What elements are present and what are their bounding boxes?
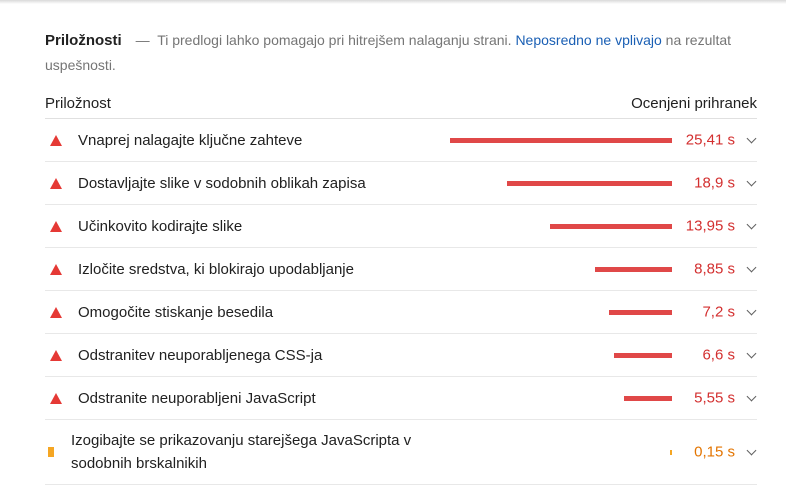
chevron-down-icon[interactable] (746, 262, 757, 273)
section-title: Priložnosti (45, 32, 122, 49)
column-headers: Priložnost Ocenjeni prihranek (45, 88, 757, 119)
opportunity-label: Omogočite stiskanje besedila (78, 303, 274, 321)
opportunity-label: Vnaprej nalagajte ključne zahteve (78, 131, 303, 149)
opportunity-label: Izogibajte se prikazovanju starejšega Ja… (71, 432, 412, 472)
savings-bar (624, 396, 672, 401)
opportunity-label: Odstranitev neuporabljenega CSS-ja (78, 346, 323, 364)
opportunity-row[interactable]: Omogočite stiskanje besedila 7,2 s (45, 291, 757, 334)
estimated-saving: 5,55 s (694, 389, 735, 407)
triangle-warning-icon (50, 177, 62, 189)
triangle-warning-icon (50, 306, 62, 318)
opportunity-label: Dostavljajte slike v sodobnih oblikah za… (78, 174, 366, 192)
header-separator: — (135, 32, 150, 48)
opportunity-row[interactable]: Vnaprej nalagajte ključne zahteve 25,41 s (45, 119, 757, 162)
opportunity-row[interactable]: Učinkovito kodirajte slike 13,95 s (45, 205, 757, 248)
triangle-warning-icon (50, 220, 62, 232)
column-header-opportunity: Priložnost (45, 94, 111, 112)
opportunity-label: Učinkovito kodirajte slike (78, 217, 243, 235)
opportunity-row[interactable]: Odstranitev neuporabljenega CSS-ja 6,6 s (45, 334, 757, 377)
opportunity-row[interactable]: Odstranite neuporabljeni JavaScript 5,55 … (45, 377, 757, 420)
estimated-saving: 0,15 s (694, 443, 735, 461)
chevron-down-icon[interactable] (746, 305, 757, 316)
triangle-warning-icon (50, 263, 62, 275)
triangle-warning-icon (50, 134, 62, 146)
savings-bar (507, 181, 672, 186)
score-impact-link[interactable]: Neposredno ne vplivajo (515, 32, 662, 48)
section-description: Ti predlogi lahko pomagajo pri hitrejšem… (157, 32, 512, 48)
savings-bar (550, 224, 672, 229)
opportunity-row[interactable]: Izogibajte se prikazovanju starejšega Ja… (45, 420, 757, 485)
chevron-down-icon[interactable] (746, 133, 757, 144)
chevron-down-icon[interactable] (746, 391, 757, 402)
estimated-saving: 8,85 s (694, 260, 735, 278)
estimated-saving: 7,2 s (702, 303, 735, 321)
estimated-saving: 25,41 s (685, 131, 735, 149)
savings-bar (609, 310, 672, 315)
savings-bar (450, 138, 672, 143)
estimated-saving: 13,95 s (685, 217, 735, 235)
opportunities-list: Vnaprej nalagajte ključne zahteve 25,41 s… (45, 119, 757, 485)
savings-bar (595, 267, 672, 272)
opportunity-label: Izločite sredstva, ki blokirajo upodablj… (78, 260, 354, 278)
savings-bar (614, 353, 672, 358)
chevron-down-icon[interactable] (746, 176, 757, 187)
top-divider (0, 0, 786, 4)
opportunity-row[interactable]: Izločite sredstva, ki blokirajo upodablj… (45, 248, 757, 291)
estimated-saving: 18,9 s (694, 174, 735, 192)
chevron-down-icon[interactable] (746, 348, 757, 359)
triangle-warning-icon (50, 392, 62, 404)
chevron-down-icon[interactable] (746, 445, 757, 456)
savings-bar (670, 450, 672, 455)
estimated-saving: 6,6 s (702, 346, 735, 364)
section-description-suffix: na rezultat uspešnosti. (45, 32, 732, 73)
chevron-down-icon[interactable] (746, 219, 757, 230)
opportunity-row[interactable]: Dostavljajte slike v sodobnih oblikah za… (45, 162, 757, 205)
column-header-savings: Ocenjeni prihranek (631, 94, 757, 112)
triangle-warning-icon (50, 349, 62, 361)
opportunities-header: Priložnosti — Ti predlogi lahko pomagajo… (45, 28, 761, 78)
opportunity-label: Odstranite neuporabljeni JavaScript (78, 389, 316, 407)
square-average-icon (48, 447, 54, 457)
